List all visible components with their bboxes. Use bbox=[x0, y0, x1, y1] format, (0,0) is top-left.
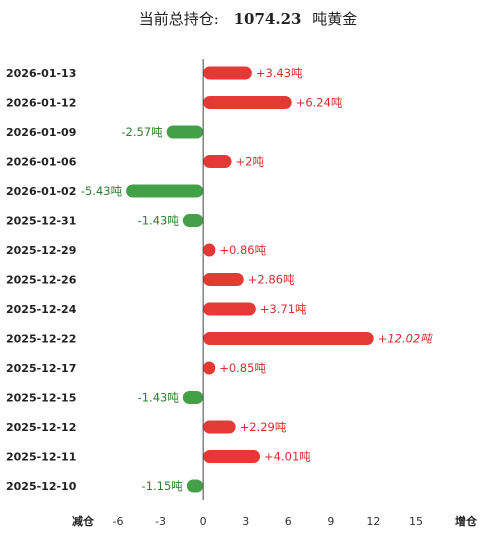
x-tick-label: 3 bbox=[242, 515, 249, 528]
title-prefix: 当前总持仓: bbox=[139, 10, 219, 28]
data-label: +4.01吨 bbox=[264, 450, 311, 464]
x-tick-label: 9 bbox=[327, 515, 334, 528]
data-label: +2.29吨 bbox=[240, 420, 287, 434]
category-label: 2026-01-02 bbox=[6, 185, 76, 198]
bar bbox=[203, 302, 256, 316]
category-label: 2026-01-12 bbox=[6, 97, 76, 110]
data-label: +2吨 bbox=[236, 155, 265, 169]
category-label: 2026-01-09 bbox=[6, 126, 76, 139]
data-label: +0.85吨 bbox=[219, 361, 266, 375]
data-label: +2.86吨 bbox=[248, 273, 295, 287]
category-label: 2025-12-22 bbox=[6, 333, 76, 346]
data-label: -1.15吨 bbox=[142, 479, 184, 493]
data-label: +0.86吨 bbox=[219, 243, 266, 257]
data-label: -2.57吨 bbox=[121, 125, 163, 139]
data-label: -1.43吨 bbox=[138, 391, 180, 405]
category-label: 2026-01-13 bbox=[6, 67, 76, 80]
bar bbox=[186, 479, 204, 493]
bar bbox=[203, 66, 252, 80]
category-label: 2025-12-17 bbox=[6, 362, 76, 375]
bar bbox=[182, 214, 204, 227]
x-tick-label: -6 bbox=[113, 515, 124, 528]
x-tick-label: 6 bbox=[285, 515, 292, 528]
bar bbox=[182, 391, 204, 404]
category-label: 2025-12-31 bbox=[6, 215, 76, 228]
x-tick-label: 15 bbox=[409, 515, 423, 528]
bars-group: 2026-01-13 +3.43吨 2026-01-12 +6.24吨 2026-01-… bbox=[6, 66, 433, 493]
data-label: +3.43吨 bbox=[256, 66, 303, 80]
bar bbox=[203, 420, 236, 434]
x-tick-label: -3 bbox=[155, 515, 166, 528]
data-label: +6.24吨 bbox=[296, 96, 343, 110]
bar bbox=[203, 361, 216, 375]
x-tick-label: 12 bbox=[366, 515, 380, 528]
category-label: 2025-12-10 bbox=[6, 480, 77, 493]
x-tick-label: 0 bbox=[200, 515, 207, 528]
data-label: +3.71吨 bbox=[260, 302, 307, 316]
chart-title: 当前总持仓: 1074.23 吨黄金 bbox=[139, 10, 358, 28]
x-label-decrease: 减仓 bbox=[72, 514, 95, 528]
bar bbox=[126, 184, 204, 198]
bar bbox=[203, 155, 232, 168]
x-axis: -6 -3 0 3 6 9 12 15 bbox=[113, 59, 423, 528]
bar bbox=[203, 332, 374, 345]
category-label: 2025-12-11 bbox=[6, 451, 76, 464]
data-label: -1.43吨 bbox=[138, 214, 180, 228]
category-label: 2025-12-12 bbox=[6, 421, 76, 434]
bar bbox=[166, 125, 204, 139]
category-label: 2026-01-06 bbox=[6, 156, 77, 169]
bar bbox=[203, 450, 261, 463]
bar bbox=[203, 273, 244, 286]
bar bbox=[203, 243, 216, 257]
title-value: 1074.23 bbox=[234, 10, 302, 28]
data-label: -5.43吨 bbox=[81, 184, 123, 198]
x-label-increase: 增仓 bbox=[455, 514, 478, 528]
category-label: 2025-12-29 bbox=[6, 244, 76, 257]
category-label: 2025-12-24 bbox=[6, 303, 77, 316]
category-label: 2025-12-15 bbox=[6, 392, 76, 405]
category-label: 2025-12-26 bbox=[6, 274, 77, 287]
data-label: +12.02吨 bbox=[378, 332, 434, 346]
title-suffix: 吨黄金 bbox=[312, 10, 357, 28]
bar bbox=[203, 96, 292, 109]
